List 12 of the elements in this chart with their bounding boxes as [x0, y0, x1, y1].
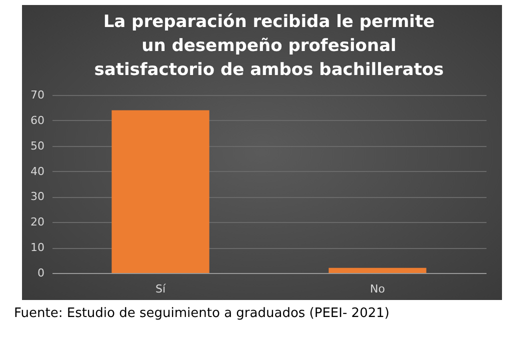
y-tick-label: 20	[30, 216, 44, 229]
y-tick-label: 0	[38, 266, 44, 280]
x-tick-label: No	[370, 282, 386, 296]
y-tick-label: 70	[30, 88, 44, 102]
source-note: Fuente: Estudio de seguimiento a graduados (PEEI- 2021)	[14, 306, 390, 321]
y-tick-label: 40	[30, 164, 44, 178]
x-tick-label: Sí	[155, 282, 166, 296]
chart-title: La preparación recibida le permite un desempeño profesional satisfactorio de ambos bachilleratos	[94, 12, 444, 80]
y-tick-label: 50	[30, 139, 44, 152]
y-tick-label: 30	[30, 190, 44, 204]
y-tick-label: 10	[30, 241, 44, 254]
y-tick-label: 60	[30, 114, 44, 127]
